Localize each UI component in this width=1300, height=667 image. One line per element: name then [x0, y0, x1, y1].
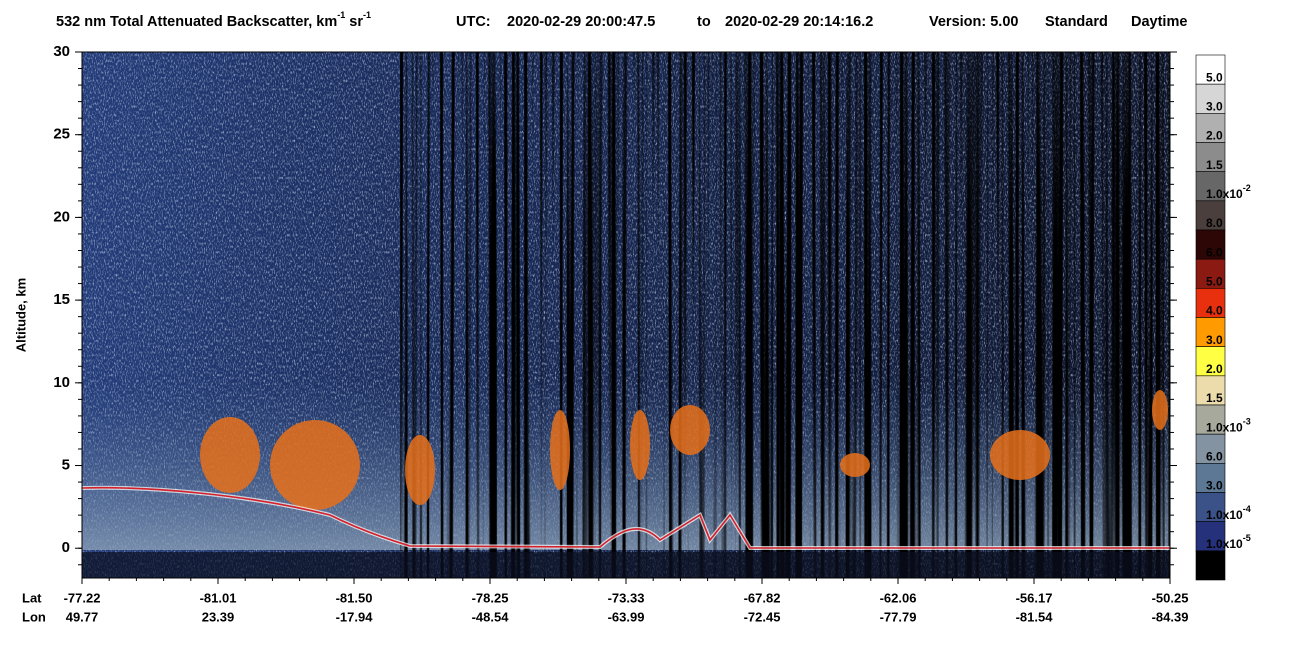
colorbar-cell	[1195, 54, 1226, 85]
lon-tick-label: -63.99	[608, 609, 645, 624]
colorbar-label-text: 3.0	[1206, 479, 1223, 493]
svg-text:532 nm Total Attenuated Backsc: 532 nm Total Attenuated Backscatter, km-…	[56, 10, 371, 29]
lon-tick-label: -72.45	[744, 609, 781, 624]
lon-tick-label: -84.39	[1152, 609, 1189, 624]
colorbar-label-text: 5.0	[1206, 275, 1223, 289]
colorbar-label-sup: -2	[1243, 183, 1251, 193]
lon-tick-label: 23.39	[202, 609, 235, 624]
utc-label: UTC:	[456, 14, 491, 30]
lat-tick-label: -50.25	[1152, 590, 1189, 605]
colorbar-cell	[1195, 229, 1226, 260]
colorbar-label: 6.0	[1206, 246, 1223, 260]
colorbar-label: 5.0	[1206, 275, 1223, 289]
colorbar-label: 1.0x10-4	[1206, 504, 1251, 522]
colorbar-label: 2.0	[1206, 129, 1223, 143]
colorbar-label-text: 1.0x10	[1206, 187, 1243, 201]
lon-tick-label: 49.77	[66, 609, 99, 624]
colorbar-label-sup: -4	[1243, 504, 1251, 514]
y-tick-label: 25	[53, 126, 70, 143]
lat-tick-label: -77.22	[64, 590, 101, 605]
colorbar-label: 3.0	[1206, 479, 1223, 493]
colorbar-label-text: 1.0x10	[1206, 508, 1243, 522]
colorbar-cell	[1195, 171, 1226, 202]
utc-start: 2020-02-29 20:00:47.5	[507, 14, 655, 30]
colorbar-label: 5.0	[1206, 71, 1223, 85]
colorbar-label-text: 6.0	[1206, 450, 1223, 464]
colorbar-label-text: 2.0	[1206, 129, 1223, 143]
colorbar-label: 1.0x10-5	[1206, 533, 1251, 551]
y-tick-label: 30	[53, 43, 70, 60]
colorbar-label: 3.0	[1206, 333, 1223, 347]
curtain-image	[82, 52, 1170, 578]
lat-tick-label: -73.33	[608, 590, 645, 605]
title-sup: -1	[337, 10, 345, 20]
title: 532 nm Total Attenuated Backscatter, km-…	[56, 10, 1187, 29]
colorbar-label-sup: -5	[1243, 533, 1251, 543]
y-tick-label: 15	[53, 291, 70, 308]
title-sup: -1	[363, 10, 371, 20]
lat-tick-label: -78.25	[472, 590, 509, 605]
colorbar-label-text: 8.0	[1206, 216, 1223, 230]
title-text: 532 nm Total Attenuated Backscatter, km	[56, 14, 337, 30]
colorbar-label-text: 3.0	[1206, 100, 1223, 114]
lat-tick-label: -62.06	[880, 590, 917, 605]
colorbar-label-text: 4.0	[1206, 304, 1223, 318]
colorbar-cell	[1195, 404, 1226, 435]
y-tick-label: 20	[53, 208, 70, 225]
colorbar-cell	[1195, 258, 1226, 289]
utc-end: 2020-02-29 20:14:16.2	[725, 14, 873, 30]
colorbar-label-text: 6.0	[1206, 246, 1223, 260]
colorbar-cell	[1195, 113, 1226, 143]
utc-to: to	[697, 14, 711, 30]
version: Version: 5.00	[929, 14, 1018, 30]
colorbar-cell	[1195, 433, 1226, 464]
y-axis-label: Altitude, km	[13, 278, 28, 352]
colorbar-cell	[1195, 521, 1226, 552]
y-tick-label: 5	[62, 456, 70, 473]
colorbar-label: 1.0x10-2	[1206, 183, 1251, 201]
lon-label: Lon	[22, 609, 46, 624]
lon-tick-label: -77.79	[880, 609, 917, 624]
product: Standard	[1045, 14, 1108, 30]
lat-tick-label: -56.17	[1016, 590, 1053, 605]
lat-tick-label: -67.82	[744, 590, 781, 605]
title-text: sr	[345, 14, 363, 30]
colorbar-label-text: 1.5	[1206, 158, 1223, 172]
daytime: Daytime	[1131, 14, 1187, 30]
colorbar-cell	[1195, 375, 1226, 406]
colorbar-label-text: 3.0	[1206, 333, 1223, 347]
colorbar-label: 6.0	[1206, 450, 1223, 464]
colorbar-cell	[1195, 550, 1226, 581]
colorbar-cell	[1195, 463, 1226, 493]
colorbar-label-text: 1.5	[1206, 391, 1223, 405]
lon-tick-label: -81.54	[1016, 609, 1054, 624]
colorbar-label: 2.0	[1206, 362, 1223, 376]
colorbar-label-text: 1.0x10	[1206, 537, 1243, 551]
colorbar-cell	[1195, 317, 1226, 347]
lat-tick-label: -81.01	[200, 590, 237, 605]
y-tick-label: 0	[62, 539, 70, 556]
lat-label: Lat	[22, 590, 42, 605]
lon-tick-label: -48.54	[472, 609, 510, 624]
colorbar-label: 3.0	[1206, 100, 1223, 114]
colorbar-cell	[1195, 492, 1226, 522]
y-tick-label: 10	[53, 374, 70, 391]
colorbar-label-text: 5.0	[1206, 71, 1223, 85]
colorbar-label-sup: -3	[1243, 417, 1251, 427]
colorbar-label: 4.0	[1206, 304, 1223, 318]
colorbar-label: 1.5	[1206, 391, 1223, 405]
lat-tick-label: -81.50	[336, 590, 373, 605]
colorbar-label: 8.0	[1206, 216, 1223, 230]
colorbar-cell	[1195, 288, 1226, 318]
colorbar-label-text: 2.0	[1206, 362, 1223, 376]
colorbar-cell	[1195, 346, 1226, 377]
colorbar-label-text: 1.0x10	[1206, 421, 1243, 435]
colorbar-label: 1.0x10-3	[1206, 417, 1251, 435]
lon-tick-label: -17.94	[336, 609, 374, 624]
colorbar-label: 1.5	[1206, 158, 1223, 172]
